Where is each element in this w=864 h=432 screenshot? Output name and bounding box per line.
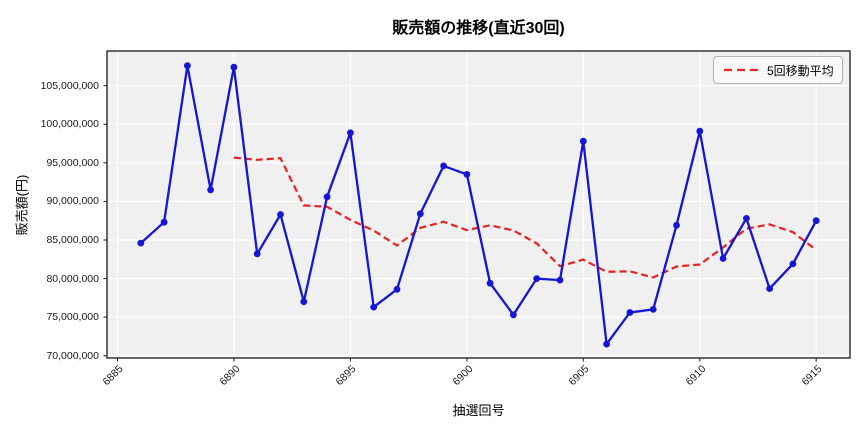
plot-background (107, 51, 850, 358)
sales-data-point (207, 186, 214, 194)
sales-data-point (393, 285, 401, 293)
sales-data-point (603, 340, 610, 348)
y-tick-label: 80,000,000 (46, 272, 99, 285)
sales-data-point (719, 255, 727, 262)
sales-data-point (696, 127, 704, 135)
moving-average-line (233, 156, 817, 279)
sales-data-point (253, 250, 261, 258)
sales-data-point (347, 129, 354, 137)
y-tick-label: 90,000,000 (46, 195, 99, 208)
y-tick-label: 100,000,000 (40, 118, 99, 131)
sales-data-point (230, 63, 238, 71)
y-tick-label: 75,000,000 (46, 311, 99, 324)
chart-title: 販売額の推移(直近30回) (392, 20, 565, 37)
x-axis-label: 抽選回号 (452, 403, 505, 418)
y-tick-label: 95,000,000 (46, 156, 99, 169)
sales-data-point (463, 171, 471, 178)
moving-average-dash-icon (724, 68, 758, 72)
sales-data-point (789, 260, 797, 268)
sales-data-point (416, 210, 424, 218)
sales-data-point (300, 298, 308, 306)
y-tick-label: 105,000,000 (40, 79, 99, 92)
sales-data-point (277, 211, 284, 218)
plot-frame (106, 50, 851, 359)
sales-data-point (556, 276, 564, 284)
legend-label: 5回移動平均 (767, 63, 834, 78)
sales-data-point (673, 221, 680, 229)
y-tick-label: 70,000,000 (46, 349, 99, 362)
sales-data-point (510, 311, 517, 319)
sales-data-point (160, 218, 168, 226)
sales-data-point (812, 217, 820, 225)
sales-line (140, 64, 818, 346)
chart-canvas (103, 50, 851, 362)
sales-data-point (184, 62, 191, 70)
y-tick-label: 85,000,000 (46, 233, 99, 246)
sales-data-point (440, 162, 447, 170)
sales-data-point (533, 275, 541, 282)
sales-data-point (626, 309, 634, 316)
legend: 5回移動平均 (713, 56, 843, 84)
plot-area (103, 50, 851, 362)
sales-data-point (137, 239, 145, 247)
sales-data-point (579, 137, 587, 145)
sales-data-point (743, 215, 750, 222)
sales-data-point (486, 279, 494, 287)
sales-data-point (370, 303, 378, 311)
sales-data-point (766, 285, 773, 292)
sales-data-point (323, 193, 331, 201)
sales-data-point (649, 306, 657, 313)
